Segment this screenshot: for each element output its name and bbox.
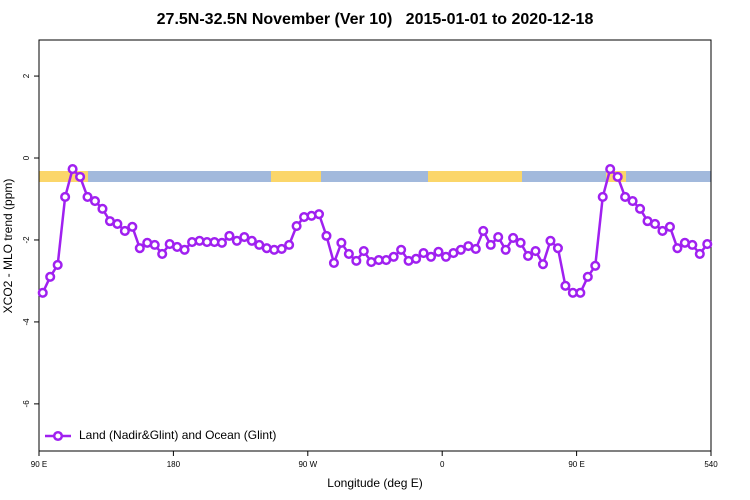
data-point: [612, 171, 623, 182]
data-point: [313, 209, 325, 220]
data-point: [284, 239, 295, 250]
data-point: [239, 232, 250, 243]
y-tick-label: 0: [22, 155, 31, 160]
data-point: [530, 245, 541, 257]
x-axis-label: Longitude (deg E): [327, 476, 422, 490]
data-point: [37, 287, 48, 298]
data-point: [112, 218, 123, 230]
data-point: [672, 243, 683, 254]
data-point: [664, 221, 675, 232]
data-point: [336, 237, 347, 248]
y-tick-label: -6: [22, 400, 31, 408]
data-point: [620, 191, 631, 202]
data-point: [67, 164, 78, 175]
x-tick-label: 540: [704, 460, 718, 469]
data-point: [605, 164, 616, 175]
data-point: [134, 243, 145, 254]
y-axis-label: XCO2 - MLO trend (ppm): [1, 179, 15, 314]
data-point: [231, 235, 242, 246]
data-point: [582, 271, 593, 282]
data-point: [45, 271, 56, 282]
data-point: [440, 251, 451, 262]
data-point: [515, 237, 526, 248]
data-point: [508, 232, 519, 243]
y-tick-label: 2: [22, 73, 31, 78]
data-point: [97, 203, 108, 214]
data-point: [493, 232, 504, 243]
data-point: [411, 253, 422, 264]
data-point: [470, 243, 481, 255]
data-point: [478, 225, 489, 237]
data-point: [418, 248, 429, 259]
y-tick-label: -4: [22, 318, 31, 326]
data-point: [537, 259, 549, 270]
data-point: [575, 287, 586, 298]
data-point: [425, 251, 437, 262]
data-point: [687, 239, 698, 250]
data-point: [433, 246, 444, 257]
data-point: [75, 171, 86, 182]
data-point: [552, 243, 563, 254]
data-point: [455, 244, 466, 255]
data-point: [590, 260, 601, 271]
data-point: [246, 235, 257, 246]
data-point: [328, 257, 339, 268]
data-point: [224, 230, 235, 241]
data-point: [82, 191, 93, 202]
x-tick-label: 90 E: [568, 460, 584, 469]
data-point: [358, 245, 369, 257]
data-point: [52, 259, 63, 271]
data-point: [627, 195, 638, 207]
data-point: [127, 221, 138, 232]
data-point: [351, 255, 362, 266]
data-point: [149, 239, 160, 250]
data-point: [597, 191, 608, 202]
x-tick-label: 180: [167, 460, 181, 469]
chart-title: 27.5N-32.5N November (Ver 10) 2015-01-01…: [157, 11, 594, 28]
data-point: [291, 220, 302, 232]
x-tick-label: 90 E: [31, 460, 47, 469]
legend-label: Land (Nadir&Glint) and Ocean (Glint): [79, 428, 276, 442]
legend-marker: [52, 430, 64, 442]
data-point: [179, 244, 190, 255]
data-point: [60, 191, 71, 202]
data-point: [635, 203, 646, 214]
x-tick-label: 0: [440, 460, 445, 469]
data-point: [216, 237, 227, 248]
data-point: [343, 248, 354, 259]
data-point: [560, 280, 571, 291]
data-point: [485, 239, 496, 250]
data-point: [702, 239, 713, 250]
data-point: [545, 235, 556, 246]
y-tick-label: -2: [22, 236, 31, 244]
data-point: [523, 250, 534, 261]
x-tick-label: 90 W: [298, 460, 317, 469]
data-point: [396, 244, 407, 255]
data-point: [694, 248, 705, 259]
data-point: [276, 243, 287, 255]
data-point: [119, 225, 130, 237]
data-point: [657, 225, 668, 237]
data-point: [388, 251, 399, 262]
data-point: [89, 195, 101, 207]
data-line: [41, 166, 709, 295]
data-point: [321, 230, 332, 241]
data-point: [649, 218, 661, 230]
data-point: [500, 244, 511, 255]
data-point: [157, 248, 168, 259]
